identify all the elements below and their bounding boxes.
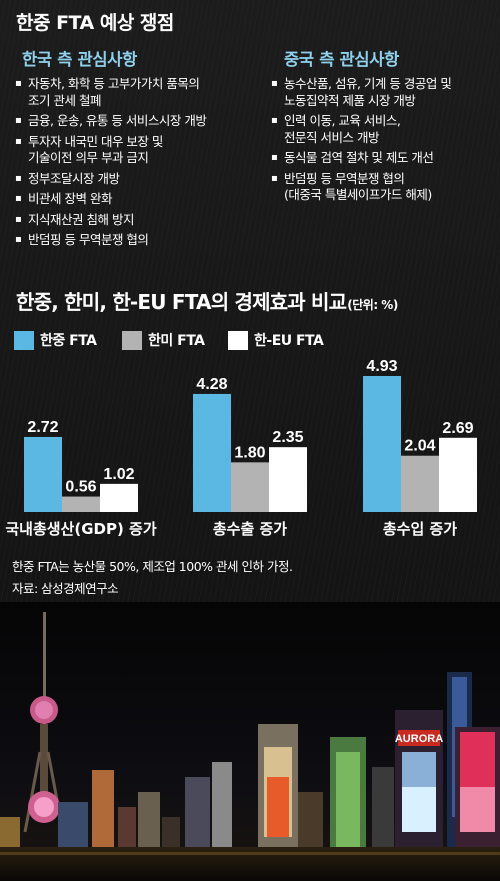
list-item: 반덤핑 등 무역분쟁 협의 (대중국 특별세이프가드 해제) — [271, 171, 497, 204]
source-note: 자료: 삼성경제연구소 — [12, 581, 119, 596]
assumption-note: 한중 FTA는 농산물 50%, 제조업 100% 관세 인하 가정. — [12, 559, 293, 574]
list-item: 지식재산권 침해 방지 — [15, 212, 255, 229]
list-item: 인력 이동, 교육 서비스, 전문직 서비스 개방 — [271, 113, 497, 146]
list-item: 투자자 내국민 대우 보장 및 기술이전 의무 부과 금지 — [15, 134, 255, 167]
data-label-2-0: 4.93 — [366, 358, 397, 375]
shanghai-skyline-photo: AURORA — [0, 602, 500, 881]
aurora-sign: AURORA — [395, 733, 443, 745]
bar-0-2 — [100, 483, 138, 512]
data-label-1-1: 1.80 — [234, 444, 265, 461]
category-label-1: 총수출 증가 — [213, 520, 287, 538]
list-item: 동식물 검역 절차 및 제도 개선 — [271, 150, 497, 167]
bar-1-2 — [269, 447, 307, 512]
chart-title: 한중, 한미, 한-EU FTA의 경제효과 비교(단위: %) — [16, 286, 398, 315]
chart-unit: (단위: %) — [347, 298, 398, 312]
list-item: 정부조달시장 개방 — [15, 171, 255, 188]
bar-2-0 — [363, 376, 401, 512]
list-item: 자동차, 화학 등 고부가가치 품목의 조기 관세 철폐 — [15, 76, 255, 109]
chart-title-text: 한중, 한미, 한-EU FTA의 경제효과 비교 — [16, 290, 347, 314]
korea-interests-list: 자동차, 화학 등 고부가가치 품목의 조기 관세 철폐 금융, 운송, 유통 … — [15, 76, 255, 253]
data-label-0-0: 2.72 — [27, 419, 58, 436]
data-label-1-2: 2.35 — [272, 429, 303, 446]
korea-interests-heading: 한국 측 관심사항 — [22, 50, 138, 69]
category-label-2: 총수입 증가 — [383, 520, 457, 538]
legend-item-korea-us: 한미 FTA — [122, 330, 205, 350]
page-title: 한중 FTA 예상 쟁점 — [16, 12, 174, 34]
list-item: 농수산품, 섬유, 기계 등 경공업 및 노동집약적 제품 시장 개방 — [271, 76, 497, 109]
legend-swatch — [122, 330, 142, 350]
list-item: 비관세 장벽 완화 — [15, 191, 255, 208]
legend-label: 한미 FTA — [148, 333, 205, 349]
data-label-1-0: 4.28 — [196, 376, 227, 393]
list-item: 반덤핑 등 무역분쟁 협의 — [15, 232, 255, 249]
category-label-0: 국내총생산(GDP) 증가 — [5, 520, 156, 538]
bar-chart: 2.72 0.56 1.02 국내총생산(GDP) 증가 4.28 1.80 2.35 총수출… — [5, 358, 477, 538]
legend-label: 한중 FTA — [40, 333, 97, 349]
bar-2-2 — [439, 437, 477, 512]
legend-swatch — [228, 330, 248, 350]
infographic-panel: 한중 FTA 예상 쟁점 한국 측 관심사항 자동차, 화학 등 고부가가치 품… — [0, 0, 500, 602]
bar-2-1 — [401, 455, 439, 512]
legend-label: 한-EU FTA — [254, 333, 324, 349]
list-item: 금융, 운송, 유통 등 서비스시장 개방 — [15, 113, 255, 130]
data-label-0-2: 1.02 — [103, 466, 134, 483]
bar-1-1 — [231, 462, 269, 512]
bar-0-1 — [62, 496, 100, 512]
bar-1-0 — [193, 393, 231, 512]
bar-0-0 — [24, 436, 62, 512]
legend-item-korea-china: 한중 FTA — [14, 330, 97, 350]
data-label-2-1: 2.04 — [404, 438, 435, 455]
chart-legend: 한중 FTA 한미 FTA 한-EU FTA — [0, 330, 500, 354]
china-interests-heading: 중국 측 관심사항 — [284, 50, 400, 69]
data-label-0-1: 0.56 — [65, 479, 96, 496]
legend-item-korea-eu: 한-EU FTA — [228, 330, 324, 350]
data-label-2-2: 2.69 — [442, 420, 473, 437]
legend-swatch — [14, 330, 34, 350]
china-interests-list: 농수산품, 섬유, 기계 등 경공업 및 노동집약적 제품 시장 개방 인력 이… — [271, 76, 497, 208]
